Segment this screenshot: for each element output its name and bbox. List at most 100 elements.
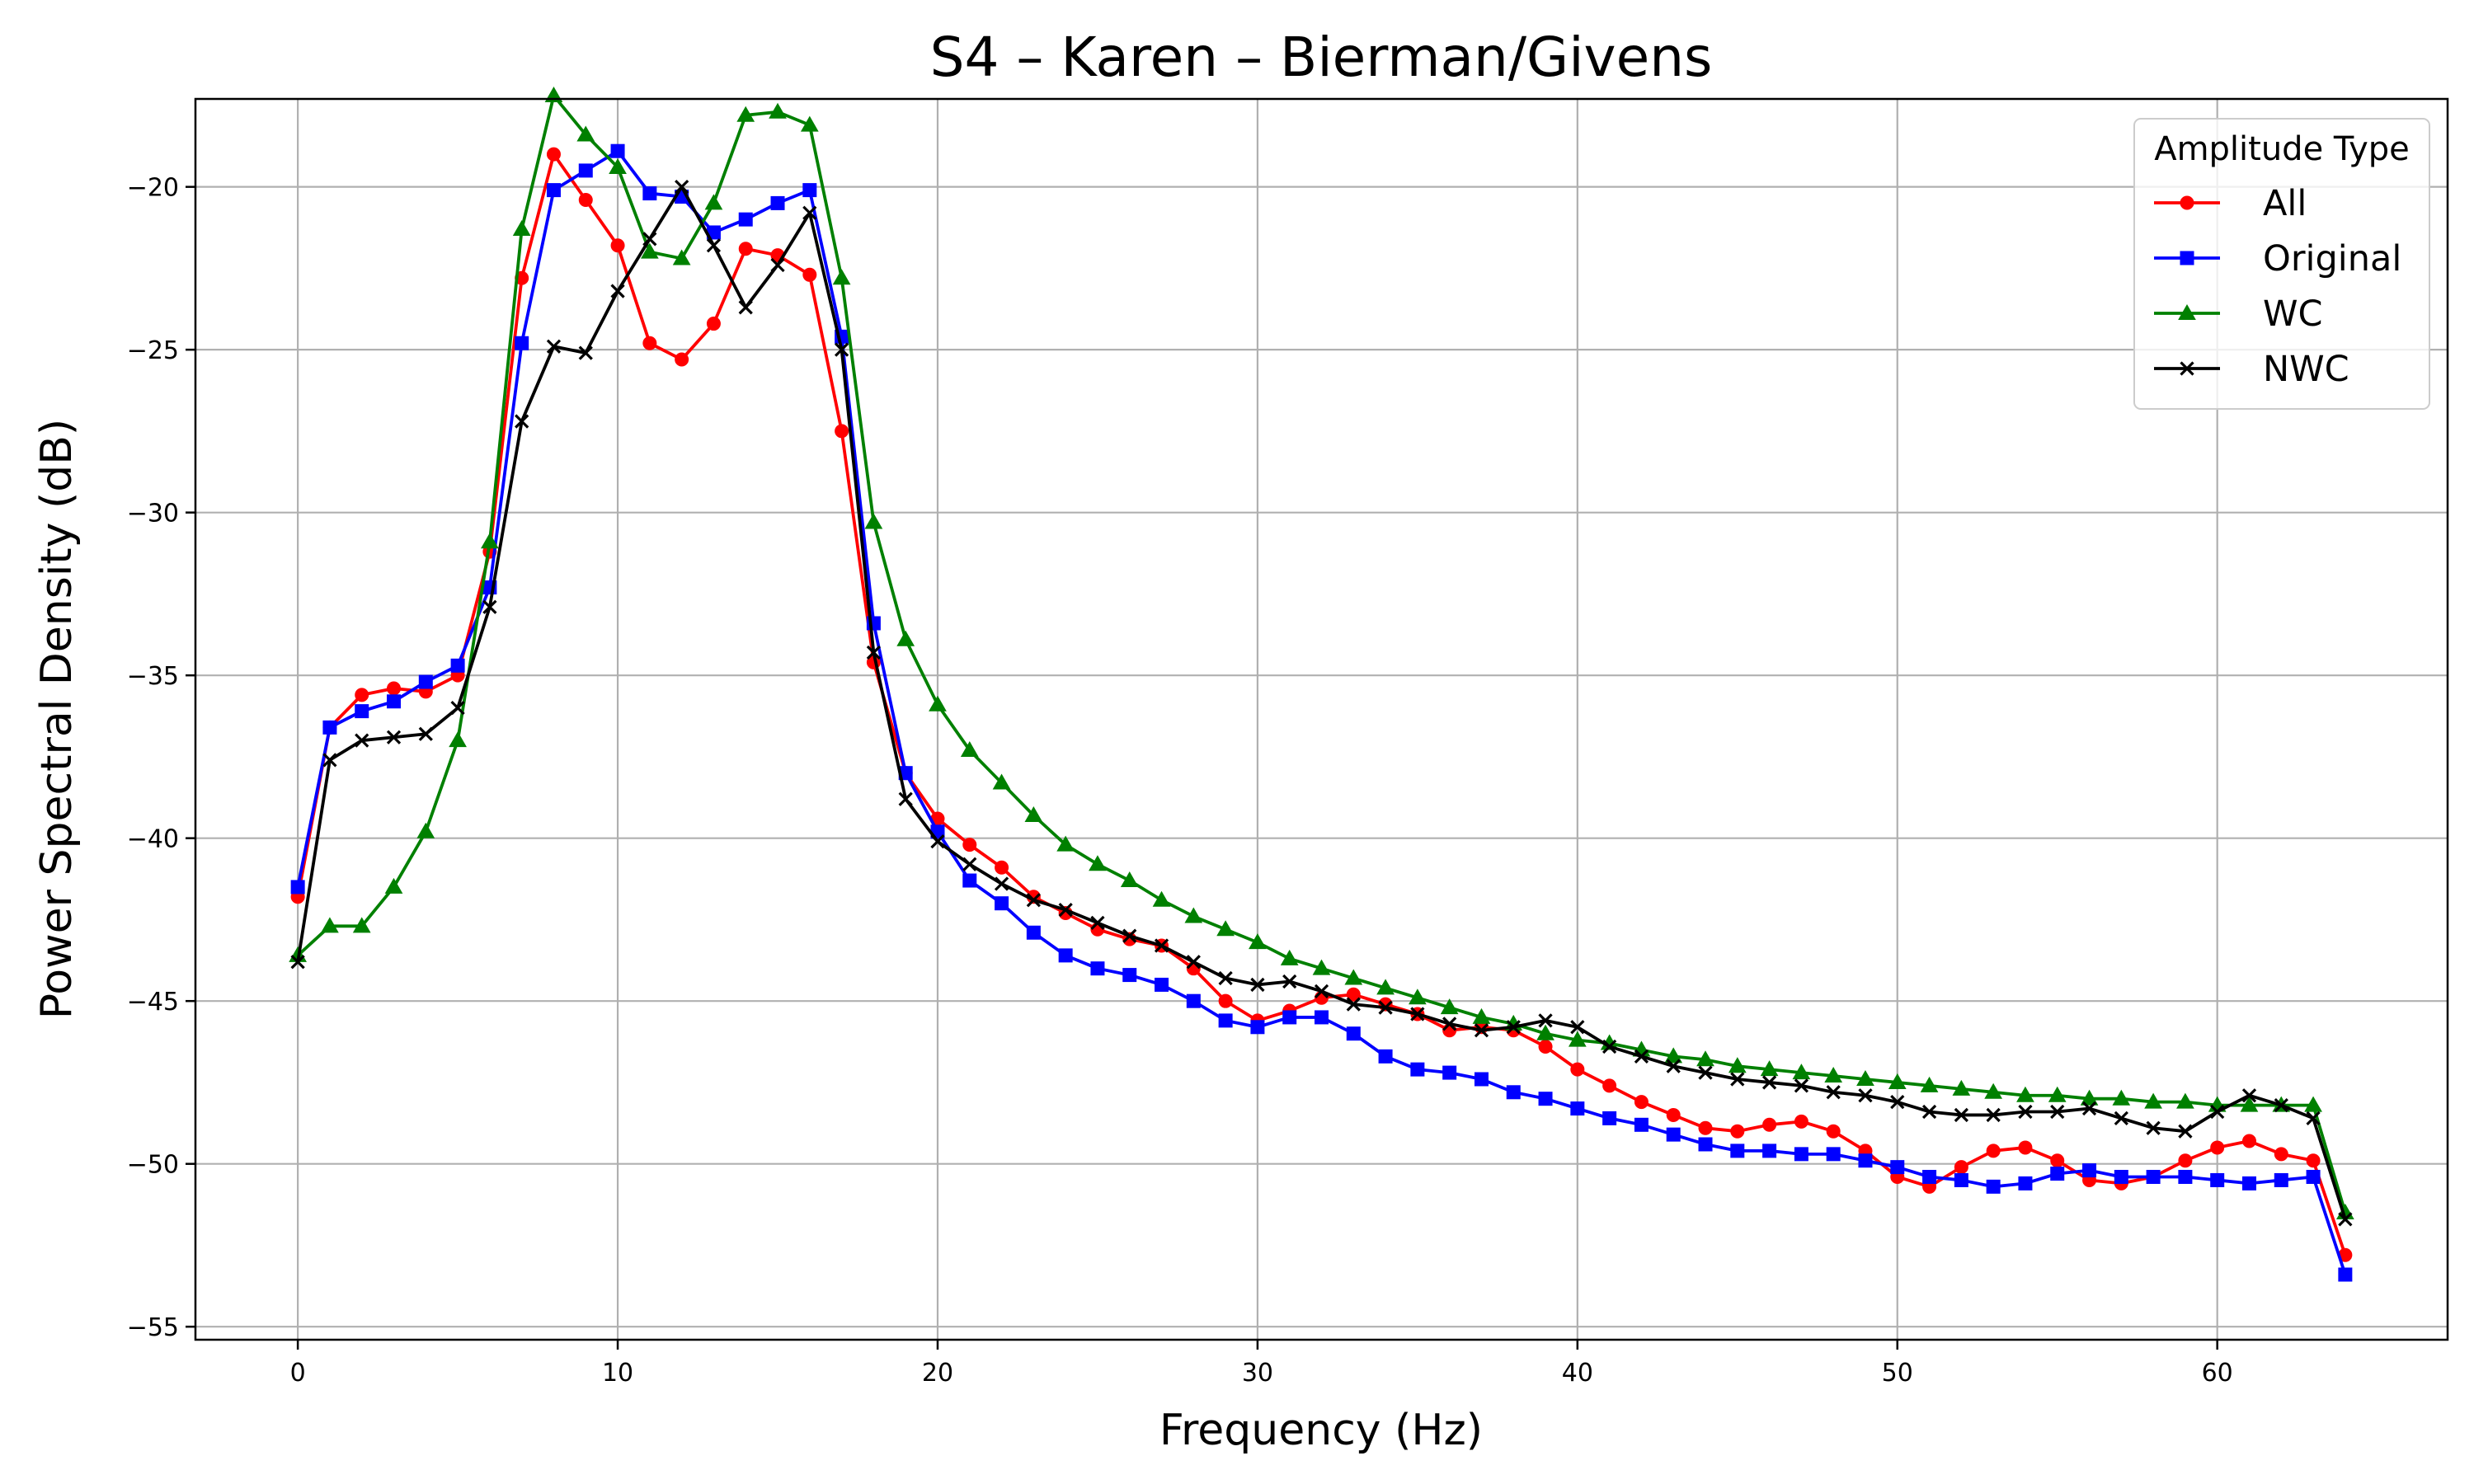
data-point-nwc (1154, 938, 1169, 953)
data-point-wc (576, 125, 595, 142)
data-point-all (1954, 1160, 1968, 1175)
legend-label-nwc: NWC (2263, 349, 2349, 390)
data-point-nwc (2274, 1097, 2288, 1113)
data-point-nwc (2018, 1104, 2033, 1120)
data-point-nwc (2306, 1111, 2321, 1126)
data-point-original (290, 880, 305, 895)
y-tick-label: −20 (127, 174, 179, 203)
data-point-nwc (515, 414, 529, 429)
x-tick-label: 10 (602, 1359, 633, 1388)
legend-item-all: All (2154, 183, 2307, 224)
data-point-nwc (2210, 1104, 2225, 1120)
data-point-wc (896, 630, 915, 646)
data-point-wc (1824, 1067, 1843, 1083)
data-point-original (1186, 993, 1201, 1008)
data-point-all (1538, 1039, 1553, 1054)
plot-frame (194, 97, 2449, 1341)
data-point-wc (1664, 1047, 1683, 1064)
data-point-wc (1056, 835, 1075, 852)
data-point-wc (769, 102, 787, 119)
data-point-wc (2112, 1089, 2131, 1106)
data-point-nwc (1314, 984, 1329, 998)
x-tick-label: 40 (1562, 1359, 1593, 1388)
data-point-all (355, 688, 369, 702)
data-point-wc (1760, 1060, 1779, 1077)
data-point-nwc (386, 730, 402, 744)
data-point-nwc (1954, 1107, 1968, 1123)
data-point-nwc (2338, 1212, 2353, 1227)
data-point-nwc (1186, 955, 1201, 970)
data-point-all (387, 681, 402, 696)
y-tick-label: −45 (127, 988, 179, 1017)
data-point-wc (2304, 1096, 2322, 1112)
data-point-nwc (675, 180, 689, 195)
data-point-original (387, 694, 402, 709)
data-point-all (2178, 1153, 2193, 1168)
data-point-original (1666, 1127, 1681, 1142)
data-point-all (1570, 1062, 1585, 1077)
data-point-wc (1376, 979, 1395, 995)
x-tick-label: 60 (2202, 1359, 2233, 1388)
data-point-nwc (578, 345, 593, 360)
data-point-original (2241, 1176, 2256, 1190)
x-tick-label: 20 (922, 1359, 953, 1388)
series-line-all (296, 153, 2347, 1256)
data-point-all (1602, 1078, 1617, 1093)
data-point-wc (2080, 1089, 2099, 1106)
series-line-nwc (296, 185, 2347, 1220)
data-point-original (1315, 1010, 1329, 1025)
data-point-wc (1152, 890, 1171, 907)
data-point-all (1346, 987, 1361, 1002)
data-point-nwc (1474, 1023, 1489, 1038)
data-point-wc (352, 917, 371, 933)
data-point-nwc (418, 726, 433, 741)
data-point-original (962, 873, 977, 888)
series-nwc (290, 180, 2353, 1227)
data-point-wc (864, 513, 883, 529)
y-tick-label: −35 (127, 662, 179, 691)
series-line-wc (296, 94, 2347, 1214)
data-point-wc (449, 731, 467, 748)
data-point-original (1794, 1147, 1808, 1162)
data-point-all (642, 336, 657, 350)
data-point-original (1058, 948, 1073, 963)
data-point-nwc (2178, 1124, 2193, 1139)
data-point-original (418, 674, 433, 689)
data-point-all (1794, 1114, 1808, 1129)
data-point-original (1922, 1169, 1937, 1184)
data-point-wc (2240, 1096, 2259, 1112)
data-point-nwc (1410, 1007, 1425, 1021)
data-point-original (1442, 1065, 1457, 1080)
data-point-nwc (994, 876, 1009, 891)
data-point-all (738, 242, 753, 256)
legend-title: Amplitude Type (2154, 130, 2410, 168)
data-point-original (1474, 1072, 1489, 1087)
series-layer (289, 87, 2354, 1282)
data-point-nwc (2114, 1111, 2128, 1126)
data-point-original (1538, 1092, 1553, 1106)
data-point-original (1250, 1020, 1265, 1035)
series-wc (289, 87, 2354, 1219)
legend-item-wc: WC (2154, 294, 2323, 335)
data-point-all (1762, 1117, 1777, 1132)
data-point-original (1602, 1111, 1617, 1125)
data-point-original (610, 143, 625, 158)
data-point-wc (1568, 1031, 1587, 1047)
data-point-wc (416, 822, 435, 838)
data-point-all (1730, 1124, 1745, 1139)
data-point-original (1026, 925, 1041, 940)
data-point-original (546, 183, 561, 198)
data-point-all (2274, 1147, 2288, 1162)
legend: Amplitude Type All Original WC NWC (2133, 118, 2430, 410)
data-point-wc (512, 219, 531, 237)
series-original (290, 143, 2353, 1282)
data-point-original (515, 336, 529, 350)
data-point-all (2241, 1134, 2256, 1148)
data-point-all (578, 192, 593, 207)
data-point-original (738, 212, 753, 227)
x-tick-label: 0 (290, 1359, 306, 1388)
data-point-original (1282, 1010, 1297, 1025)
legend-box (2133, 118, 2430, 410)
data-point-nwc (1666, 1059, 1681, 1073)
data-point-original (1410, 1062, 1425, 1077)
